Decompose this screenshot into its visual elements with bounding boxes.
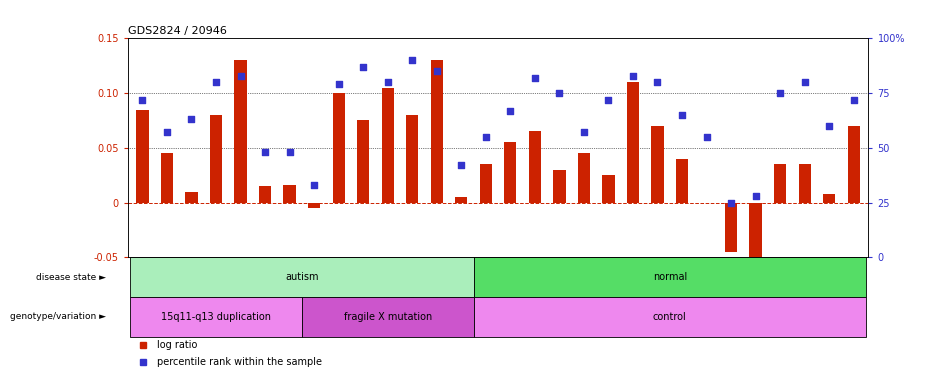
Point xyxy=(502,108,517,114)
Bar xyxy=(332,93,344,202)
Text: 15q11-q13 duplication: 15q11-q13 duplication xyxy=(161,312,271,322)
Point xyxy=(135,97,150,103)
Bar xyxy=(455,197,467,202)
Point xyxy=(429,68,445,74)
Text: percentile rank within the sample: percentile rank within the sample xyxy=(157,357,323,367)
Point xyxy=(773,90,788,96)
Point xyxy=(208,79,223,85)
Text: log ratio: log ratio xyxy=(157,340,198,350)
Point xyxy=(159,129,174,136)
Point xyxy=(601,97,616,103)
Bar xyxy=(406,115,418,202)
Bar xyxy=(578,153,590,202)
Bar xyxy=(131,257,474,297)
Bar xyxy=(302,297,474,337)
Point xyxy=(699,134,714,140)
Bar xyxy=(603,175,615,202)
Bar xyxy=(259,186,272,202)
Bar xyxy=(480,164,492,202)
Bar xyxy=(161,153,173,202)
Point xyxy=(257,149,272,155)
Point xyxy=(307,182,322,188)
Text: fragile X mutation: fragile X mutation xyxy=(343,312,431,322)
Point xyxy=(356,64,371,70)
Point xyxy=(479,134,494,140)
Point xyxy=(650,79,665,85)
Point xyxy=(331,81,346,88)
Bar xyxy=(798,164,811,202)
Point xyxy=(454,162,469,169)
Bar xyxy=(357,121,369,202)
Bar xyxy=(131,297,302,337)
Bar xyxy=(284,185,296,202)
Bar xyxy=(474,257,866,297)
Bar xyxy=(725,202,737,252)
Bar xyxy=(474,297,866,337)
Point xyxy=(797,79,813,85)
Point xyxy=(527,75,542,81)
Point xyxy=(184,116,199,122)
Point xyxy=(846,97,861,103)
Bar xyxy=(430,60,443,202)
Bar xyxy=(504,142,517,202)
Bar xyxy=(823,194,835,202)
Point xyxy=(822,123,837,129)
Point xyxy=(724,199,739,205)
Bar xyxy=(627,82,639,202)
Text: autism: autism xyxy=(285,272,319,282)
Bar xyxy=(652,126,664,202)
Bar xyxy=(529,131,541,202)
Text: disease state ►: disease state ► xyxy=(36,273,106,281)
Bar xyxy=(774,164,786,202)
Text: control: control xyxy=(653,312,687,322)
Point xyxy=(282,149,297,155)
Point xyxy=(748,193,763,199)
Bar xyxy=(749,202,762,263)
Bar xyxy=(553,170,566,202)
Bar xyxy=(308,202,321,208)
Point xyxy=(233,73,248,79)
Point xyxy=(552,90,567,96)
Bar xyxy=(210,115,222,202)
Point xyxy=(674,112,690,118)
Bar xyxy=(675,159,688,202)
Text: genotype/variation ►: genotype/variation ► xyxy=(9,313,106,321)
Bar xyxy=(235,60,247,202)
Point xyxy=(625,73,640,79)
Bar xyxy=(848,126,860,202)
Point xyxy=(576,129,591,136)
Text: normal: normal xyxy=(653,272,687,282)
Text: GDS2824 / 20946: GDS2824 / 20946 xyxy=(128,26,227,36)
Bar xyxy=(185,192,198,202)
Bar xyxy=(381,88,394,202)
Point xyxy=(380,79,395,85)
Bar xyxy=(136,109,149,202)
Point xyxy=(405,57,420,63)
